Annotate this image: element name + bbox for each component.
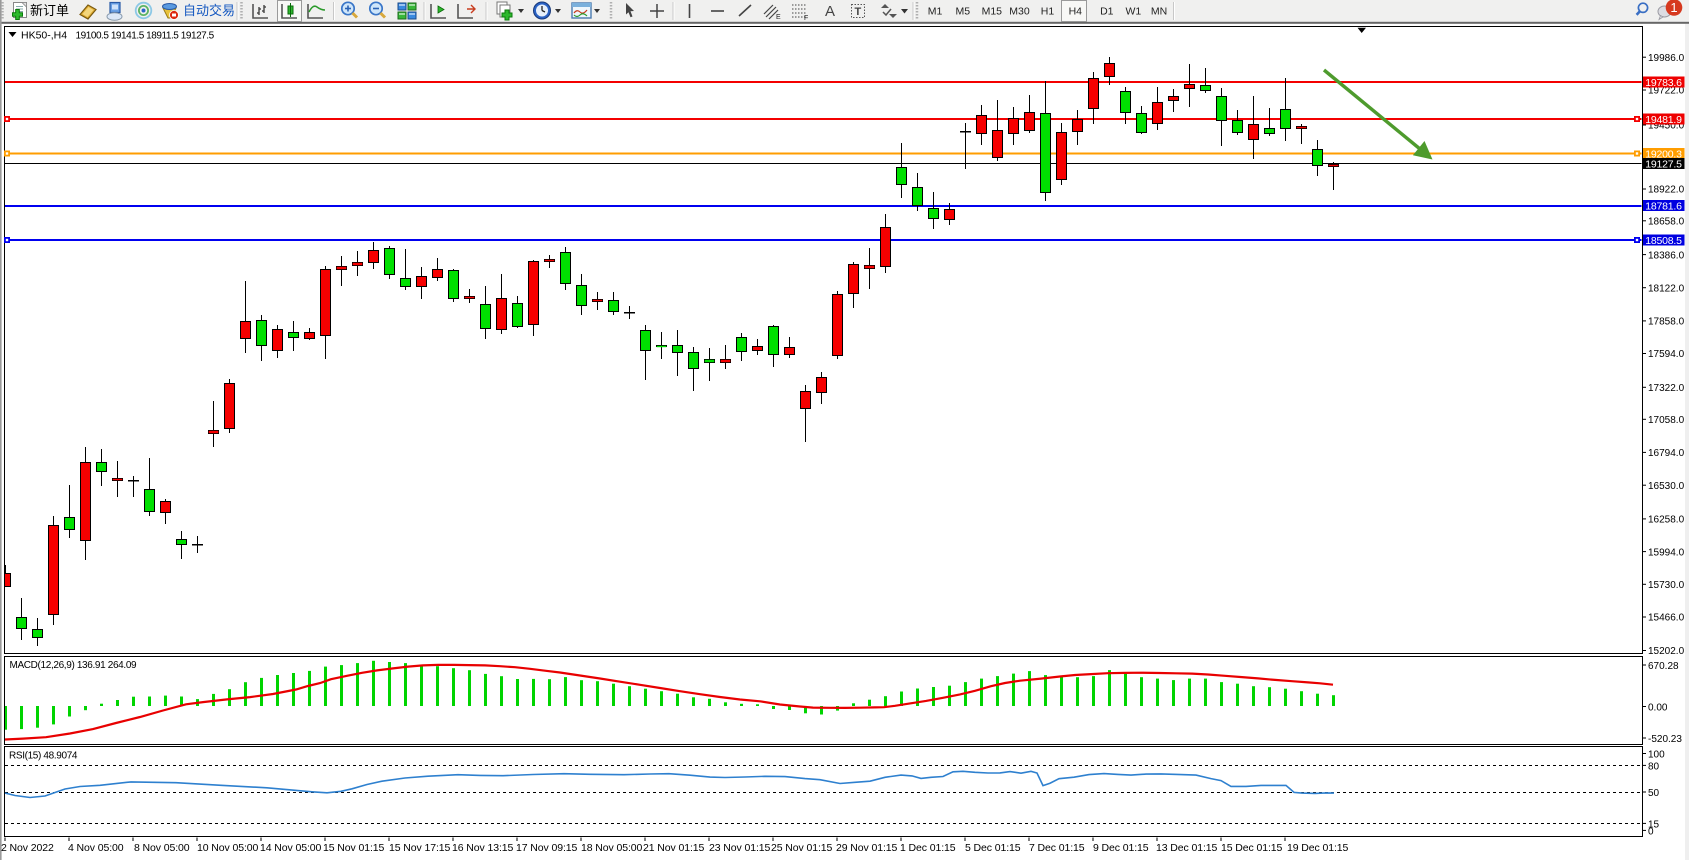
svg-text:A: A — [825, 3, 835, 20]
svg-text:1: 1 — [1670, 0, 1677, 15]
svg-text:RSI(15) 48.9074: RSI(15) 48.9074 — [9, 751, 78, 762]
svg-text:15 Dec 01:15: 15 Dec 01:15 — [1221, 842, 1283, 854]
svg-text:19200.3: 19200.3 — [1645, 148, 1682, 160]
svg-text:19450.0: 19450.0 — [1648, 121, 1685, 132]
svg-text:29 Nov 01:15: 29 Nov 01:15 — [836, 842, 898, 854]
svg-text:19986.0: 19986.0 — [1648, 53, 1685, 64]
svg-text:16530.0: 16530.0 — [1648, 481, 1685, 492]
svg-text:自动交易: 自动交易 — [183, 3, 235, 18]
svg-text:15994.0: 15994.0 — [1648, 547, 1685, 558]
svg-text:19100.5 19141.5 18911.5 19127.: 19100.5 19141.5 18911.5 19127.5 — [76, 31, 215, 42]
svg-text:10 Nov 05:00: 10 Nov 05:00 — [197, 842, 259, 854]
svg-text:17858.0: 17858.0 — [1648, 317, 1685, 328]
svg-text:19127.5: 19127.5 — [1645, 158, 1682, 170]
svg-text:4 Nov 05:00: 4 Nov 05:00 — [68, 842, 124, 854]
svg-text:HK50-,H4: HK50-,H4 — [21, 30, 67, 42]
svg-text:15730.0: 15730.0 — [1648, 580, 1685, 591]
svg-text:F: F — [804, 15, 808, 22]
svg-text:M5: M5 — [956, 6, 971, 18]
svg-text:0.00: 0.00 — [1648, 703, 1668, 714]
svg-text:18386.0: 18386.0 — [1648, 250, 1685, 261]
svg-text:18658.0: 18658.0 — [1648, 217, 1685, 228]
svg-text:80: 80 — [1648, 761, 1660, 772]
svg-text:19 Dec 01:15: 19 Dec 01:15 — [1287, 842, 1349, 854]
svg-text:E: E — [776, 14, 781, 21]
svg-text:M15: M15 — [982, 6, 1003, 18]
svg-text:18508.5: 18508.5 — [1645, 235, 1682, 247]
svg-text:19481.9: 19481.9 — [1645, 114, 1682, 126]
svg-text:MACD(12,26,9) 136.91 264.09: MACD(12,26,9) 136.91 264.09 — [10, 660, 138, 671]
svg-text:17058.0: 17058.0 — [1648, 415, 1685, 426]
svg-text:新订单: 新订单 — [30, 3, 69, 18]
svg-text:100: 100 — [1648, 750, 1665, 761]
svg-text:15 Nov 01:15: 15 Nov 01:15 — [323, 842, 385, 854]
svg-text:15466.0: 15466.0 — [1648, 613, 1685, 624]
svg-text:19722.0: 19722.0 — [1648, 86, 1685, 97]
svg-text:9 Dec 01:15: 9 Dec 01:15 — [1093, 842, 1149, 854]
svg-text:17322.0: 17322.0 — [1648, 383, 1685, 394]
svg-text:H4: H4 — [1069, 6, 1083, 18]
svg-text:18781.6: 18781.6 — [1645, 200, 1682, 212]
svg-text:D1: D1 — [1100, 6, 1114, 18]
svg-text:50: 50 — [1648, 788, 1660, 799]
svg-text:W1: W1 — [1126, 6, 1142, 18]
svg-text:18 Nov 05:00: 18 Nov 05:00 — [581, 842, 643, 854]
svg-text:M1: M1 — [928, 6, 943, 18]
svg-text:16794.0: 16794.0 — [1648, 448, 1685, 459]
svg-text:H1: H1 — [1041, 6, 1055, 18]
svg-text:19783.6: 19783.6 — [1645, 77, 1682, 89]
svg-text:16258.0: 16258.0 — [1648, 515, 1685, 526]
svg-text:2 Nov 2022: 2 Nov 2022 — [1, 842, 54, 854]
svg-text:13 Dec 01:15: 13 Dec 01:15 — [1156, 842, 1218, 854]
svg-text:17594.0: 17594.0 — [1648, 349, 1685, 360]
svg-text:14 Nov 05:00: 14 Nov 05:00 — [260, 842, 322, 854]
svg-text:18122.0: 18122.0 — [1648, 283, 1685, 294]
svg-text:670.28: 670.28 — [1648, 661, 1679, 672]
svg-text:M30: M30 — [1009, 6, 1030, 18]
svg-text:0: 0 — [1648, 826, 1654, 837]
svg-text:16 Nov 13:15: 16 Nov 13:15 — [452, 842, 514, 854]
svg-text:23 Nov 01:15: 23 Nov 01:15 — [709, 842, 771, 854]
svg-text:25 Nov 01:15: 25 Nov 01:15 — [771, 842, 833, 854]
svg-text:7 Dec 01:15: 7 Dec 01:15 — [1029, 842, 1085, 854]
svg-text:15202.0: 15202.0 — [1648, 646, 1685, 657]
svg-text:21 Nov 01:15: 21 Nov 01:15 — [643, 842, 705, 854]
svg-text:15 Nov 17:15: 15 Nov 17:15 — [389, 842, 451, 854]
svg-text:T: T — [855, 6, 862, 18]
svg-text:17 Nov 09:15: 17 Nov 09:15 — [516, 842, 578, 854]
svg-text:8 Nov 05:00: 8 Nov 05:00 — [134, 842, 190, 854]
svg-text:15: 15 — [1648, 819, 1660, 830]
svg-text:5 Dec 01:15: 5 Dec 01:15 — [965, 842, 1021, 854]
svg-text:18922.0: 18922.0 — [1648, 185, 1685, 196]
svg-text:1 Dec 01:15: 1 Dec 01:15 — [900, 842, 956, 854]
svg-text:-520.23: -520.23 — [1648, 734, 1682, 745]
svg-text:MN: MN — [1151, 6, 1167, 18]
